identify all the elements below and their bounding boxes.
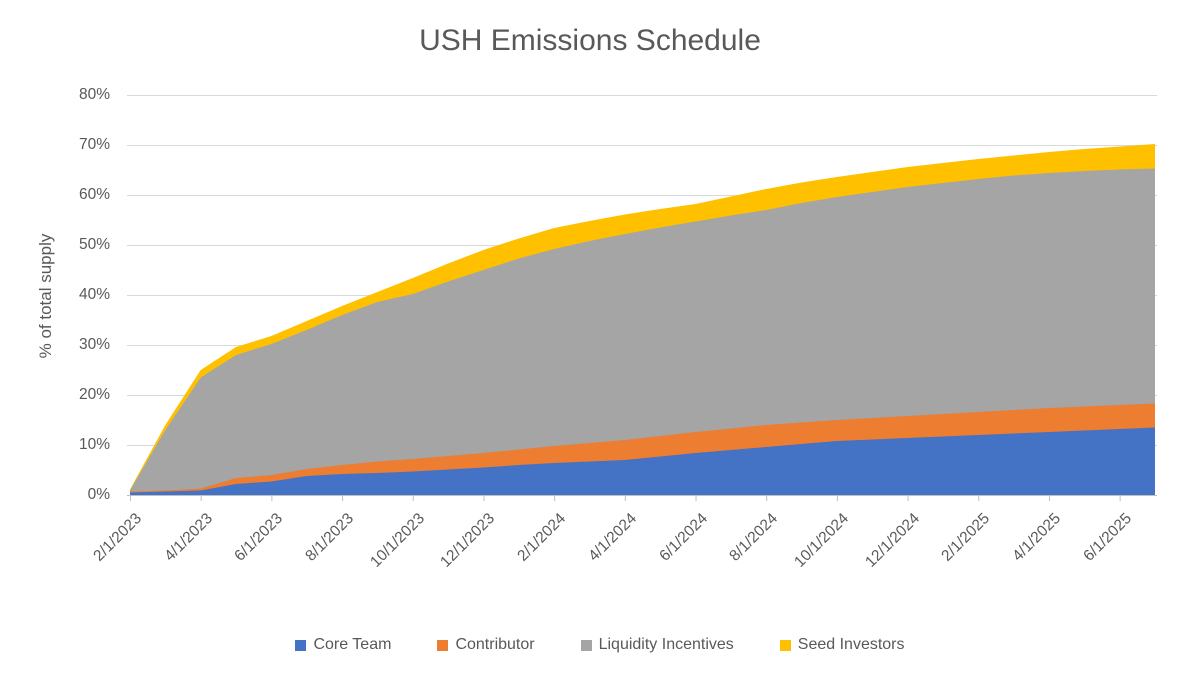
y-tick-label: 40% <box>78 286 110 303</box>
legend-swatch-icon <box>580 639 592 651</box>
legend-swatch-icon <box>295 639 307 651</box>
y-tick-label: 0% <box>87 486 110 503</box>
area-series-liquidity-incentives <box>130 168 1155 495</box>
y-tick-label: 30% <box>78 336 110 353</box>
area-series-core-team <box>130 427 1155 495</box>
legend-label: Liquidity Incentives <box>598 636 734 653</box>
legend-item-core-team: Core Team <box>295 636 391 654</box>
legend: Core Team Contributor Liquidity Incentives… <box>0 636 1200 654</box>
y-tick-label: 10% <box>78 436 110 453</box>
y-tick-label: 70% <box>78 136 110 153</box>
chart-title: USH Emissions Schedule <box>419 24 761 57</box>
legend-item-seed-investors: Seed Investors <box>779 636 905 654</box>
legend-swatch-icon <box>779 639 791 651</box>
y-tick-label: 80% <box>78 86 110 103</box>
y-tick-label: 60% <box>78 186 110 203</box>
legend-item-liquidity-incentives: Liquidity Incentives <box>580 636 734 654</box>
legend-item-contributor: Contributor <box>437 636 535 654</box>
legend-label: Contributor <box>455 636 535 653</box>
legend-label: Core Team <box>313 636 392 653</box>
y-tick-label: 50% <box>78 236 110 253</box>
legend-swatch-icon <box>437 639 449 651</box>
legend-label: Seed Investors <box>797 636 905 653</box>
y-tick-label: 20% <box>78 386 110 403</box>
